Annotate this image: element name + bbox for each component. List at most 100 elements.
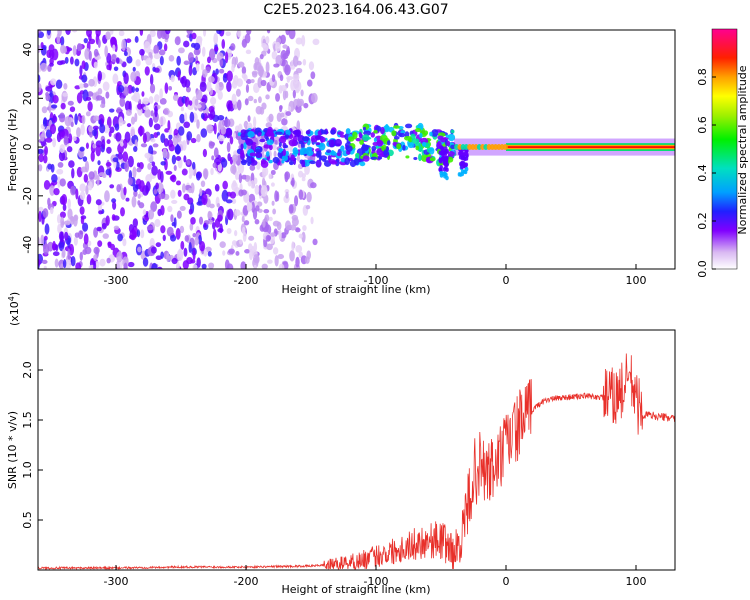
spectrogram-cell (431, 129, 439, 137)
spectrogram-cell (95, 95, 103, 101)
snr-y-tick-label: 0.5 (21, 511, 34, 529)
spectrogram-cell (373, 129, 378, 134)
spectrogram-cell (132, 166, 137, 179)
spectrogram-cell (285, 111, 292, 116)
spectrogram-cell (272, 208, 277, 215)
spectrogram-cell (188, 241, 192, 254)
spectrogram-cell (240, 133, 246, 138)
spectrogram-cell (122, 138, 128, 149)
spectrogram-cell (64, 56, 69, 64)
spectrogram-cell (255, 205, 260, 212)
spectrogram-cell (130, 126, 136, 137)
spectrogram-cell (314, 134, 321, 141)
spectrogram-cell (167, 205, 173, 213)
spectrogram-cell (38, 62, 41, 70)
spectrogram-cell (88, 50, 92, 61)
spectrogram-cell (275, 92, 281, 102)
spectrogram-cell (345, 128, 351, 135)
spectrogram-cell (90, 150, 95, 162)
spectrogram-cell (119, 97, 126, 107)
spectrogram-cell (139, 30, 144, 36)
spectrogram-cell (196, 119, 200, 129)
spectrogram-cell (105, 215, 110, 226)
spectrogram-cell (301, 173, 307, 179)
spectrogram-cell (248, 235, 255, 241)
spectrogram-cell (270, 169, 276, 176)
spectrogram-cell (70, 121, 74, 128)
spectrogram-cell (217, 115, 225, 121)
spectrogram-cell (188, 208, 193, 215)
spectrogram-cell (127, 155, 134, 168)
spectrogram-cell (142, 132, 147, 144)
spectrogram-cell (298, 233, 303, 239)
spectrogram-cell (340, 145, 345, 152)
spectrogram-cell (106, 257, 111, 264)
spectrogram-cell (294, 80, 302, 92)
spectrogram-cell (386, 140, 391, 146)
spectrogram-cell (253, 116, 257, 129)
spectrogram-cell (112, 73, 119, 85)
spectrogram-cell (206, 124, 214, 134)
spectrogram-cell (330, 149, 335, 156)
spectrogram-cell (254, 219, 260, 225)
spectrogram-cell (137, 193, 141, 199)
spectrogram-cell (139, 48, 145, 56)
spectrogram-cell (272, 156, 280, 164)
spectrogram-cell (253, 264, 257, 269)
spectrogram-cell (393, 135, 400, 140)
spectrogram-cell (74, 232, 80, 238)
spectrogram-cell (58, 150, 66, 162)
spectrogram-cell (41, 259, 48, 265)
spectrogram-cell (312, 38, 320, 46)
spectrogram-cell (272, 247, 279, 255)
spectrogram-cell (125, 109, 132, 116)
spectrogram-cell (87, 181, 93, 191)
spectrogram-cell (265, 94, 270, 100)
spectrogram-cell (219, 118, 225, 130)
spectrogram-cell (156, 266, 163, 269)
colorbar-tick-label: 0.0 (696, 260, 709, 278)
spectrogram-cell (502, 144, 508, 151)
spectrogram-cell (460, 164, 464, 170)
spectrogram-cell (240, 261, 247, 269)
spectrogram-cell (45, 85, 53, 92)
spectrogram-cell (226, 227, 232, 235)
spectrogram-cell (291, 241, 295, 252)
spectrogram-cell (231, 198, 237, 205)
spectrogram-cell (274, 255, 279, 267)
spectrogram-cell (215, 68, 219, 75)
spectrogram-cell (192, 248, 196, 261)
spectrogram-cell (111, 214, 116, 221)
spectrogram-cell (158, 49, 166, 56)
spectrogram-cell (359, 139, 364, 145)
spectrogram-cell (231, 93, 237, 105)
spectrogram-cell (373, 137, 377, 143)
spectrogram-cell (301, 176, 306, 182)
spectrogram-cell (55, 79, 63, 90)
spectrogram-cell (125, 38, 132, 43)
spectrogram-cell (83, 233, 89, 245)
spectrogram-cell (447, 150, 455, 157)
spectrogram-heatmap (38, 30, 675, 269)
spectrogram-cell (292, 74, 300, 81)
spectrogram-cell (144, 108, 152, 118)
spectrogram-cell (174, 144, 181, 154)
spectrogram-cell (234, 56, 239, 65)
spectrogram-cell (295, 37, 303, 45)
spectrogram-cell (261, 263, 268, 269)
spectrogram-cell (167, 139, 174, 148)
spectrogram-cell (160, 225, 166, 234)
spectrogram-cell (274, 190, 279, 202)
spectrogram-cell (156, 131, 160, 136)
spectrogram-cell (462, 152, 466, 157)
spectrogram-cell (38, 74, 41, 84)
spectrogram-cell (85, 142, 89, 149)
spectrogram-cell (270, 182, 275, 187)
spectrogram-cell (392, 141, 398, 147)
spectrogram-cell (344, 157, 351, 166)
spectrogram-cell (136, 167, 142, 173)
spectrogram-cell (260, 79, 267, 87)
spectrogram-cell (93, 48, 99, 57)
spectrogram-cell (98, 210, 103, 215)
